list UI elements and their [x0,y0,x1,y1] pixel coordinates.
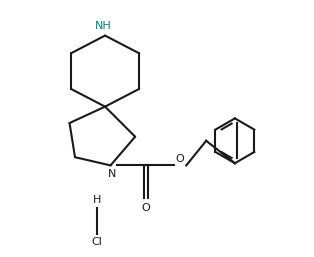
Text: O: O [176,154,185,164]
Text: H: H [93,195,101,205]
Text: N: N [108,170,116,179]
Text: O: O [142,203,150,213]
Text: NH: NH [95,21,112,31]
Text: Cl: Cl [91,237,102,247]
